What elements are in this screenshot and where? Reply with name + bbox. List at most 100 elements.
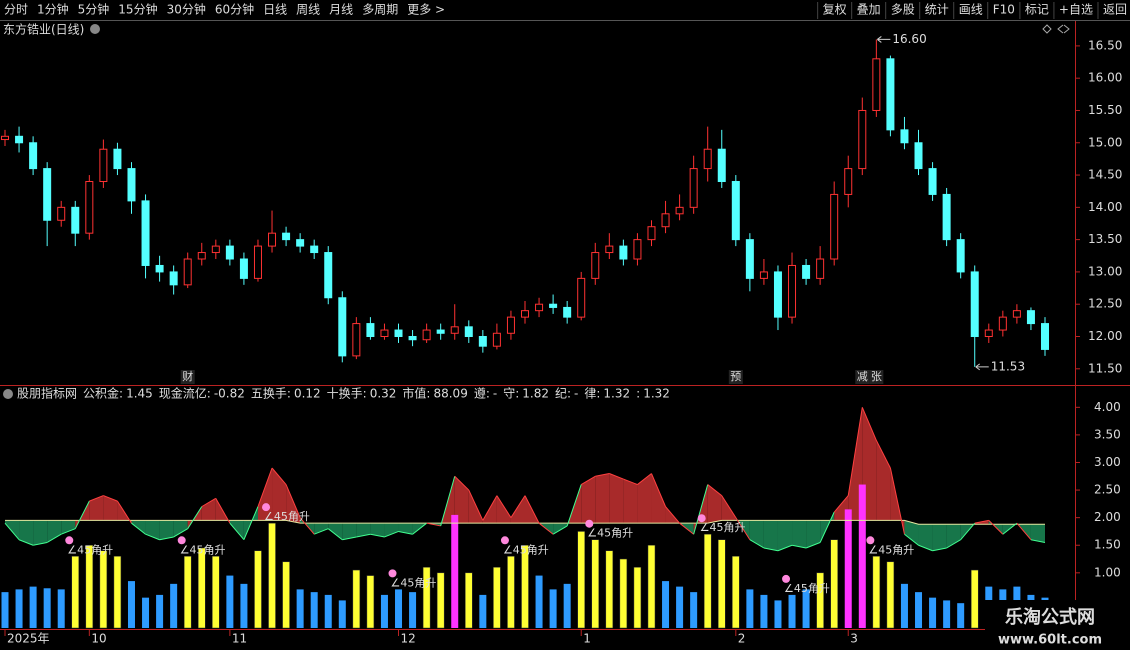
y-tick-label: 14.50 xyxy=(1088,168,1122,182)
candle-body xyxy=(647,226,656,241)
signal-label: ∠45角升 xyxy=(67,543,113,556)
event-marker[interactable]: 预 xyxy=(730,370,741,383)
indicator-bar xyxy=(633,567,642,629)
indicator-bar xyxy=(760,594,768,628)
candle-body xyxy=(506,316,515,334)
signal-line-segment xyxy=(524,495,540,524)
signal-line-segment xyxy=(875,440,891,469)
cloud-segment xyxy=(159,520,174,540)
period-tab[interactable]: 日线 xyxy=(263,3,287,17)
period-tab[interactable]: 多周期 xyxy=(362,3,398,17)
event-marker[interactable]: 张 xyxy=(871,370,882,383)
cloud-segment xyxy=(932,524,947,551)
period-tab[interactable]: 分时 xyxy=(4,3,28,17)
candle-body xyxy=(886,58,895,131)
candle-body xyxy=(816,258,825,279)
candle-body xyxy=(535,303,544,312)
indicator-bar xyxy=(957,603,965,628)
legend-value: 1.32 xyxy=(643,387,670,401)
signal-line-segment xyxy=(1002,522,1018,535)
indicator-menu-icon[interactable] xyxy=(3,389,13,399)
cloud-segment xyxy=(876,440,891,521)
candle-body xyxy=(296,239,305,247)
signal-line-segment xyxy=(412,522,427,535)
indicator-bar xyxy=(718,539,726,629)
title-menu-icon[interactable] xyxy=(90,24,100,34)
signal-dot xyxy=(65,536,74,545)
period-tab[interactable]: 5分钟 xyxy=(78,2,110,17)
signal-dot xyxy=(500,536,509,545)
period-tab[interactable]: 月线 xyxy=(329,3,353,17)
candle-body xyxy=(57,206,66,221)
time-label: 2 xyxy=(738,632,746,646)
signal-dot xyxy=(697,514,706,523)
cloud-segment xyxy=(581,476,596,524)
cloud-segment xyxy=(707,484,722,524)
y-tick-label: 16.00 xyxy=(1088,71,1122,85)
y-tick-label: 2.50 xyxy=(1094,483,1121,497)
candle-body xyxy=(211,245,220,254)
legend-label: : xyxy=(636,387,640,401)
toolbar-button[interactable]: 复权 xyxy=(823,3,847,17)
signal-line-segment xyxy=(314,528,329,535)
prev-icon[interactable] xyxy=(1057,24,1064,34)
period-tab[interactable]: 60分钟 xyxy=(215,2,254,17)
signal-line-segment xyxy=(229,522,245,541)
period-tab[interactable]: 15分钟 xyxy=(118,2,157,17)
period-tab[interactable]: 更多 > xyxy=(407,3,445,17)
indicator-bar xyxy=(366,575,375,629)
indicator-bar xyxy=(324,594,332,628)
event-marker[interactable]: 减 xyxy=(857,370,868,383)
indicator-bar xyxy=(310,592,318,628)
signal-line-segment xyxy=(257,467,273,507)
candle-body xyxy=(745,239,754,279)
signal-line-segment xyxy=(131,522,146,535)
toolbar-button[interactable]: 返回 xyxy=(1103,3,1127,17)
signal-line-segment xyxy=(33,541,48,546)
signal-label: ∠45角升 xyxy=(587,527,633,540)
next-icon[interactable] xyxy=(1063,24,1070,34)
signal-line-segment xyxy=(861,407,877,441)
indicator-bar xyxy=(99,550,108,629)
candle-body xyxy=(268,232,277,247)
signal-label: ∠45角升 xyxy=(503,543,549,556)
diamond-icon[interactable] xyxy=(1042,24,1052,34)
candle-body xyxy=(85,181,94,234)
signal-line-segment xyxy=(665,506,680,524)
legend-value: 0.32 xyxy=(370,387,397,401)
toolbar-button[interactable]: F10 xyxy=(993,3,1015,17)
candle-body xyxy=(591,252,600,279)
period-tab[interactable]: 30分钟 xyxy=(167,2,206,17)
period-tab[interactable]: 周线 xyxy=(296,3,320,17)
event-badge xyxy=(180,370,195,384)
legend-value: 1.82 xyxy=(522,387,549,401)
cloud-segment xyxy=(763,520,778,551)
indicator-bar xyxy=(577,531,585,629)
candle-body xyxy=(956,239,965,273)
cloud-segment xyxy=(918,524,933,551)
signal-line-segment xyxy=(215,498,231,524)
cloud-segment xyxy=(806,520,821,548)
indicator-bar xyxy=(662,581,670,628)
event-marker[interactable]: 财 xyxy=(182,369,193,383)
candle-body xyxy=(844,168,853,195)
candle-body xyxy=(619,245,628,260)
period-tab[interactable]: 1分钟 xyxy=(37,2,69,17)
toolbar-button[interactable]: 画线 xyxy=(959,3,983,17)
candle-body xyxy=(1012,310,1021,318)
signal-line-segment xyxy=(370,533,385,538)
signal-line-segment xyxy=(299,517,315,535)
indicator-bar xyxy=(970,569,979,629)
toolbar-button[interactable]: 多股 xyxy=(891,3,915,17)
toolbar-button[interactable]: 标记 xyxy=(1025,3,1049,17)
legend-label: 现金流亿: xyxy=(159,386,211,401)
toolbar-button[interactable]: 叠加 xyxy=(857,3,881,17)
legend-value: 1.45 xyxy=(126,387,153,401)
signal-line-segment xyxy=(538,522,554,535)
signal-line-segment xyxy=(791,544,807,549)
indicator-bar xyxy=(549,589,557,628)
legend-label: 五换手: xyxy=(251,387,291,401)
toolbar-button[interactable]: 统计 xyxy=(925,3,949,17)
toolbar-button[interactable]: +自选 xyxy=(1059,3,1093,17)
